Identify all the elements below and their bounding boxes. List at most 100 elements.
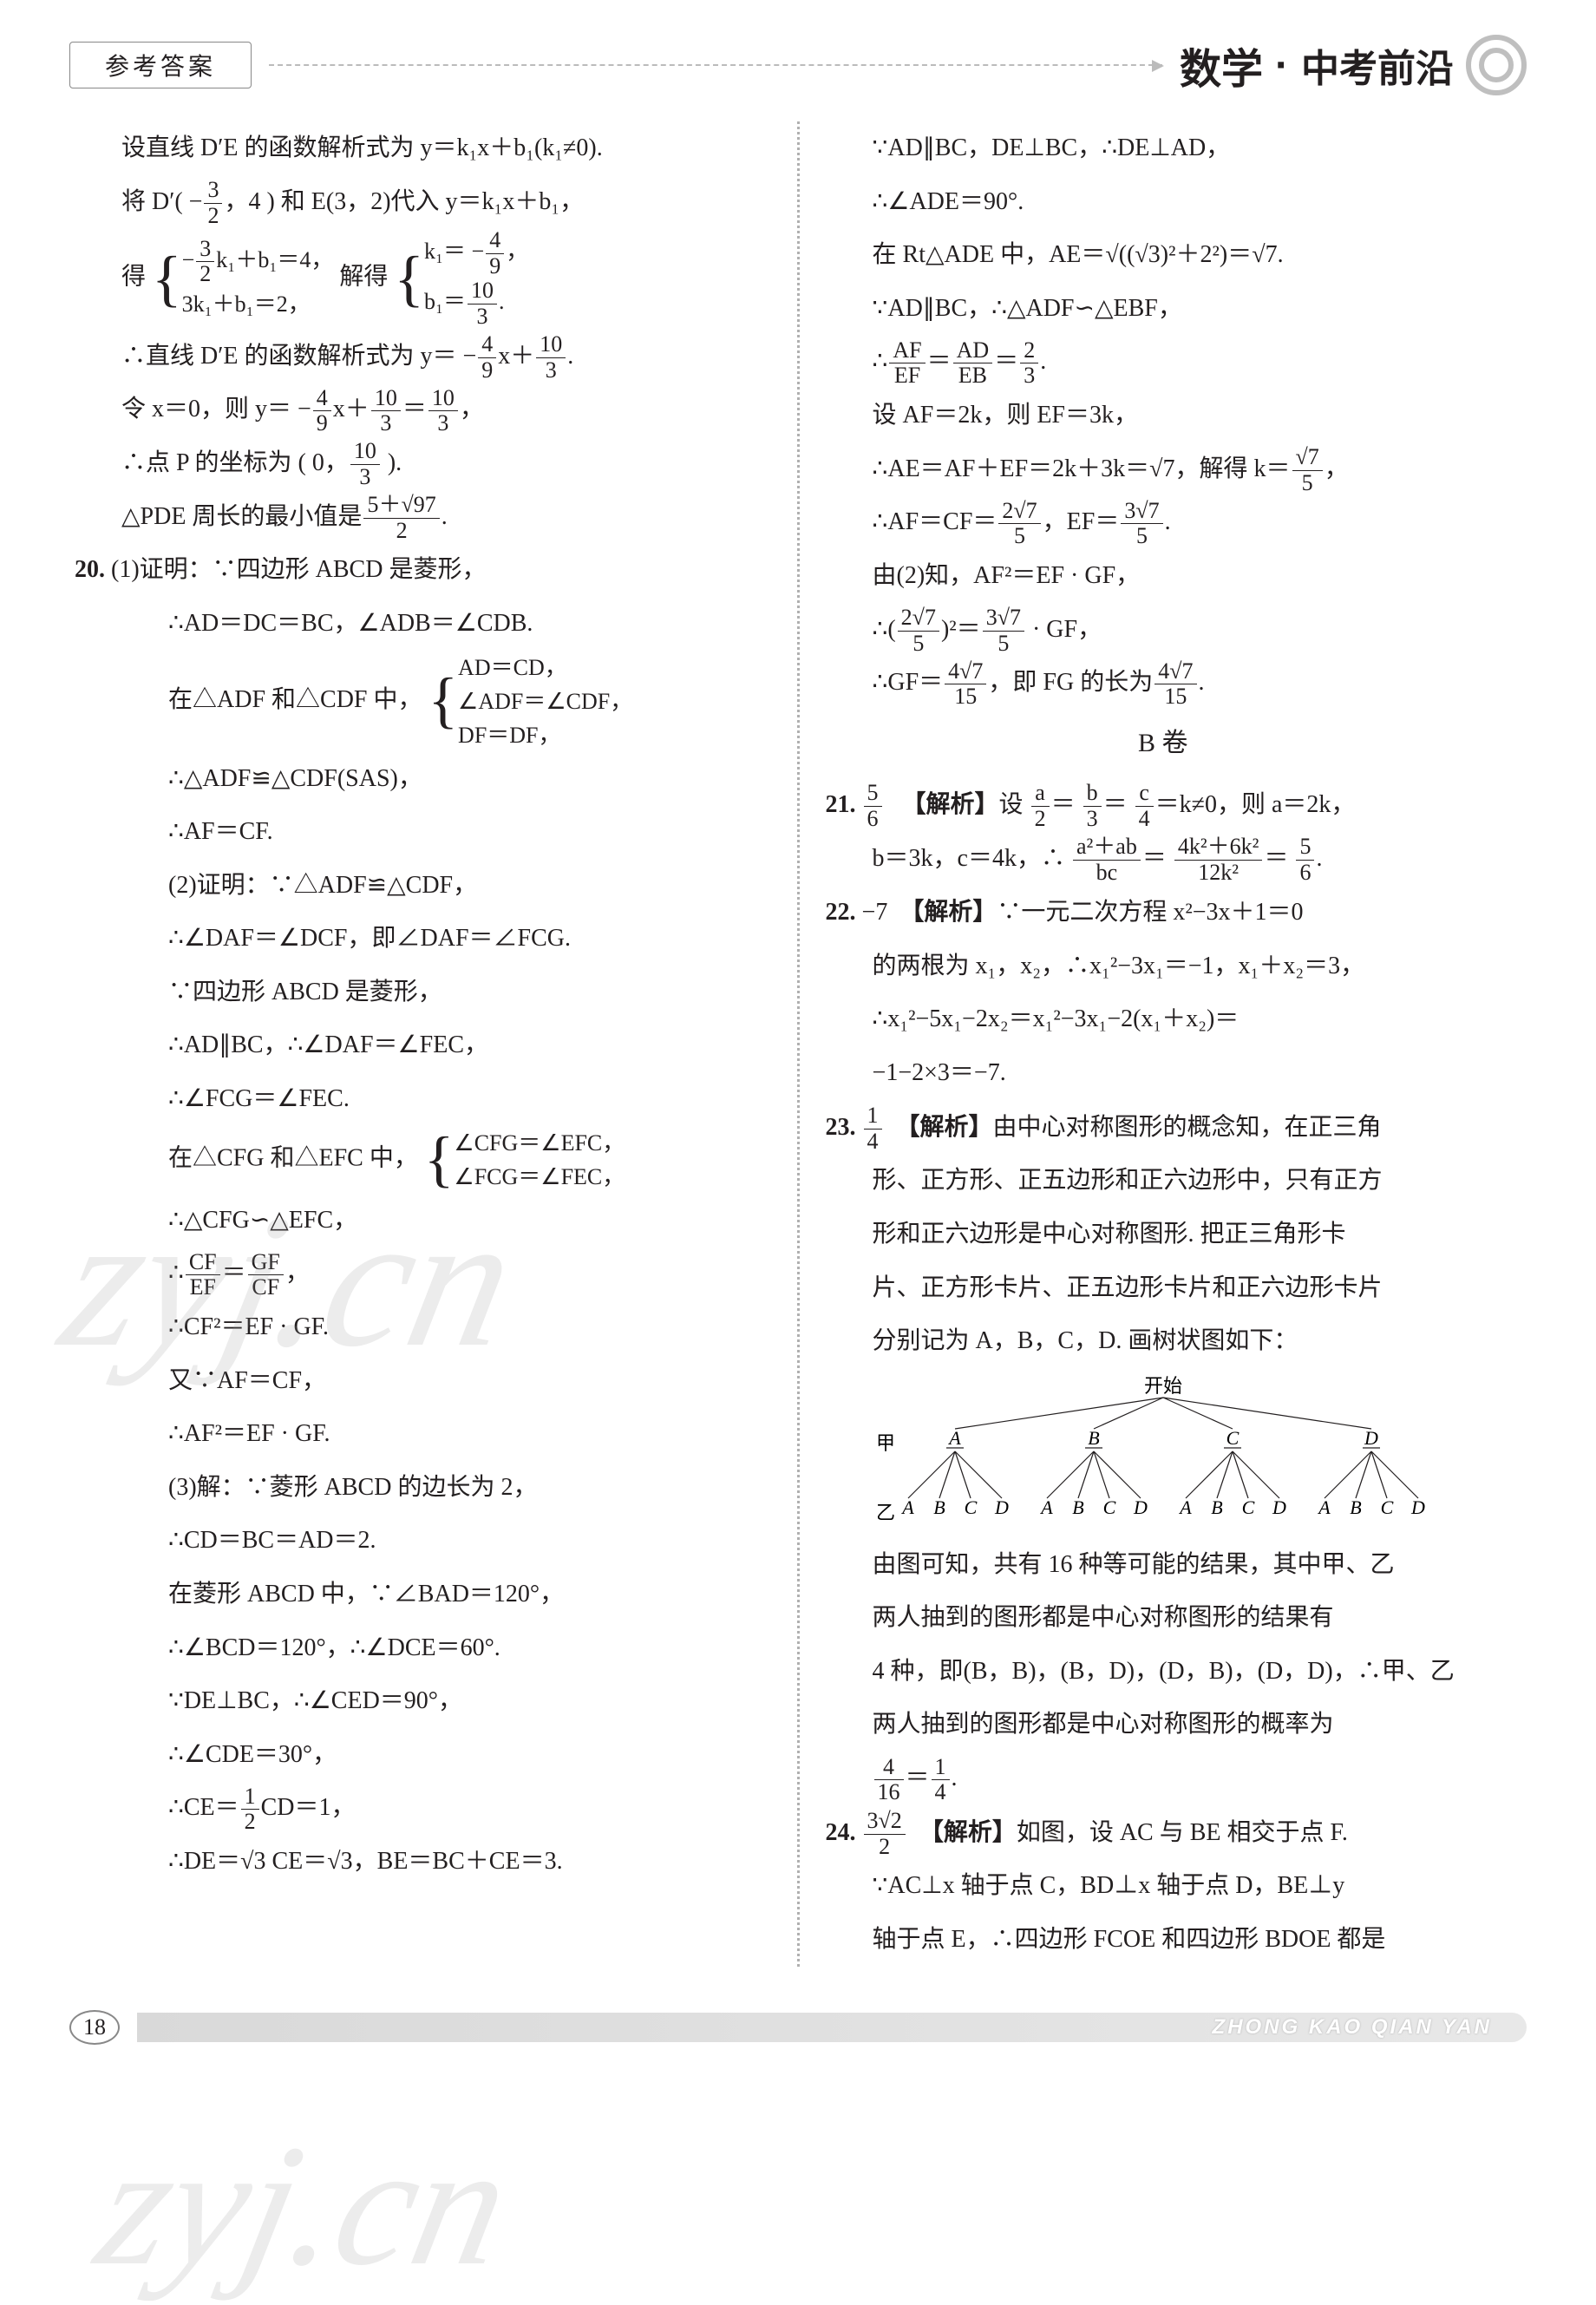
svg-text:A: A: [900, 1496, 914, 1518]
bullseye-icon: [1466, 35, 1527, 95]
text-line: 形、正方形、正五边形和正六边形中，只有正方: [826, 1154, 1501, 1208]
svg-text:C: C: [1380, 1496, 1393, 1518]
text-line: 两人抽到的图形都是中心对称图形的结果有: [826, 1591, 1501, 1645]
footer-bar-text: ZHONG KAO QIAN YAN: [1213, 2015, 1492, 2040]
text-line: 在菱形 ABCD 中，∵∠BAD＝120°，: [121, 1568, 771, 1621]
text-line: ∵DE⊥BC，∴∠CED＝90°，: [121, 1674, 771, 1728]
text-line: ∴DE＝√3 CE＝√3，BE＝BC＋CE＝3.: [121, 1835, 771, 1889]
text-line: 4 种，即(B，B)，(B，D)，(D，B)，(D，D)，∴甲、乙: [826, 1645, 1501, 1699]
svg-text:D: D: [1364, 1427, 1378, 1449]
svg-text:乙: 乙: [876, 1502, 895, 1523]
text-line: ∴∠CDE＝30°，: [121, 1728, 771, 1782]
text-line: ∴点 P 的坐标为 ( 0，103 ).: [121, 436, 771, 490]
svg-text:C: C: [1102, 1496, 1115, 1518]
text-line: ∴AE＝AF＋EF＝2k＋3k＝√7，解得 k＝√75，: [826, 442, 1501, 496]
right-column: ∵AD∥BC，DE⊥BC，∴DE⊥AD， ∴∠ADE＝90°. 在 Rt△ADE…: [800, 121, 1527, 1967]
text-line: ∴△CFG∽△EFC，: [121, 1194, 771, 1247]
svg-text:D: D: [1410, 1496, 1425, 1518]
svg-text:C: C: [1226, 1427, 1239, 1449]
text-line: 两人抽到的图形都是中心对称图形的概率为: [826, 1698, 1501, 1752]
footer-bar: ZHONG KAO QIAN YAN: [137, 2013, 1527, 2042]
text-line: 在△ADF 和△CDF 中， { AD＝CD， ∠ADF＝∠CDF， DF＝DF…: [121, 651, 771, 752]
text-line: 在△CFG 和△EFC 中， { ∠CFG＝∠EFC， ∠FCG＝∠FEC，: [121, 1126, 771, 1194]
text-line: ∴∠BCD＝120°，∴∠DCE＝60°.: [121, 1621, 771, 1675]
svg-text:D: D: [1133, 1496, 1148, 1518]
svg-text:B: B: [1072, 1496, 1083, 1518]
question-23: 23. 14 【解析】由中心对称图形的概念知，在正三角: [826, 1100, 1501, 1155]
text-line: −1−2×3＝−7.: [826, 1046, 1501, 1100]
text-line: 由图可知，共有 16 种等可能的结果，其中甲、乙: [826, 1538, 1501, 1592]
svg-text:B: B: [1088, 1427, 1099, 1449]
text-line: 分别记为 A，B，C，D. 画树状图如下：: [826, 1314, 1501, 1368]
text-line: (3)解：∵菱形 ABCD 的边长为 2，: [121, 1461, 771, 1515]
reference-answers-label: 参考答案: [69, 42, 252, 88]
svg-text:C: C: [964, 1496, 977, 1518]
text-line: ∵四边形 ABCD 是菱形，: [121, 966, 771, 1019]
text-line: ∴AF＝CF＝2√75，EF＝3√75.: [826, 495, 1501, 549]
text-line: 轴于点 E，∴四边形 FCOE 和四边形 BDOE 都是: [826, 1913, 1501, 1967]
text-line: ∴CD＝BC＝AD＝2.: [121, 1514, 771, 1568]
text-line: ∴∠ADE＝90°.: [826, 175, 1501, 229]
text-line: ∴∠FCG＝∠FEC.: [121, 1072, 771, 1126]
svg-text:D: D: [994, 1496, 1009, 1518]
text-line: ∴AF²＝EF · GF.: [121, 1407, 771, 1461]
text-line: ∴AD∥BC，∴∠DAF＝∠FEC，: [121, 1018, 771, 1072]
page-footer: 18 ZHONG KAO QIAN YAN: [0, 2001, 1596, 2053]
tree-diagram: 开始甲乙AABCDBABCDCABCDDABCD: [851, 1375, 1475, 1531]
text-line: 由(2)知，AF²＝EF · GF，: [826, 549, 1501, 603]
text-line: 形和正六边形是中心对称图形. 把正三角形卡: [826, 1208, 1501, 1261]
page-header: 参考答案 数学 · 中考前沿: [69, 35, 1527, 95]
text-line: ∴△ADF≌△CDF(SAS)，: [121, 752, 771, 806]
text-line: 将 D′( −32，4 ) 和 E(3，2)代入 y＝k₁x＋b₁，: [121, 175, 771, 229]
text-line: ∴CF²＝EF · GF.: [121, 1300, 771, 1354]
section-b-label: B 卷: [826, 715, 1501, 772]
text-line: b＝3k，c＝4k，∴ a²＋abbc＝ 4k²＋6k²12k²＝ 56.: [826, 832, 1501, 886]
subject-title: 数学: [1180, 35, 1263, 95]
text-line: ∴CE＝12CD＝1，: [121, 1781, 771, 1835]
question-20: 20. (1)证明：∵四边形 ABCD 是菱形，: [75, 543, 771, 597]
title-separator: ·: [1275, 42, 1289, 89]
text-line: 得 { −32k₁＋b₁＝4， 3k₁＋b₁＝2， 解得 { k₁＝ −49， …: [121, 228, 771, 329]
text-line: ∵AD∥BC，∴△ADF∽△EBF，: [826, 282, 1501, 336]
question-22: 22. −7 【解析】∵一元二次方程 x²−3x＋1＝0: [826, 885, 1501, 940]
text-line: ∴∠DAF＝∠DCF，即∠DAF＝∠FCG.: [121, 912, 771, 966]
text-line: 又∵AF＝CF，: [121, 1354, 771, 1408]
svg-text:A: A: [1178, 1496, 1192, 1518]
text-line: 设 AF＝2k，则 EF＝3k，: [826, 389, 1501, 442]
svg-text:开始: 开始: [1144, 1375, 1182, 1397]
text-line: △PDE 周长的最小值是5＋√972.: [121, 490, 771, 544]
text-line: 的两根为 x₁，x₂，∴x₁²−3x₁＝−1，x₁＋x₂＝3，: [826, 940, 1501, 993]
question-24: 24. 3√22 【解析】如图，设 AC 与 BE 相交于点 F.: [826, 1805, 1501, 1860]
svg-text:D: D: [1272, 1496, 1286, 1518]
text-line: 416＝14.: [826, 1752, 1501, 1805]
text-line: ∴GF＝4√715，即 FG 的长为4√715.: [826, 656, 1501, 710]
svg-text:B: B: [1350, 1496, 1361, 1518]
text-line: 片、正方形卡片、正五边形卡片和正六边形卡片: [826, 1261, 1501, 1315]
page-number: 18: [69, 2010, 120, 2045]
text-line: ∴AF＝CF.: [121, 805, 771, 859]
text-line: ∴(2√75)²＝3√75 · GF，: [826, 603, 1501, 657]
text-line: 在 Rt△ADE 中，AE＝√((√3)²＋2²)＝√7.: [826, 228, 1501, 282]
text-line: (2)证明：∵△ADF≌△CDF，: [121, 859, 771, 913]
svg-text:B: B: [1211, 1496, 1222, 1518]
svg-text:A: A: [1317, 1496, 1331, 1518]
subtitle: 中考前沿: [1301, 37, 1454, 93]
text-line: 令 x＝0，则 y＝ −49x＋103＝103，: [121, 383, 771, 436]
svg-text:甲: 甲: [876, 1432, 895, 1454]
text-line: ∴x₁²−5x₁−2x₂＝x₁²−3x₁−2(x₁＋x₂)＝: [826, 992, 1501, 1046]
text-line: ∴AD＝DC＝BC，∠ADB＝∠CDB.: [121, 597, 771, 651]
question-21: 21. 56 【解析】设 a2＝ b3＝ c4＝k≠0，则 a＝2k，: [826, 777, 1501, 832]
text-line: ∴直线 D′E 的函数解析式为 y＝ −49x＋103.: [121, 330, 771, 383]
text-line: ∴AFEF＝ADEB＝23.: [826, 335, 1501, 389]
svg-text:A: A: [1039, 1496, 1053, 1518]
svg-text:C: C: [1241, 1496, 1254, 1518]
text-line: 设直线 D′E 的函数解析式为 y＝k₁x＋b₁(k₁≠0).: [121, 121, 771, 175]
watermark: zyj.cn: [83, 2106, 526, 2305]
header-arrow: [269, 64, 1162, 66]
svg-text:A: A: [947, 1427, 961, 1449]
left-column: 设直线 D′E 的函数解析式为 y＝k₁x＋b₁(k₁≠0). 将 D′( −3…: [69, 121, 797, 1967]
svg-text:B: B: [933, 1496, 945, 1518]
text-line: ∵AC⊥x 轴于点 C，BD⊥x 轴于点 D，BE⊥y: [826, 1859, 1501, 1913]
text-line: ∴CFEF＝GFCF，: [121, 1247, 771, 1300]
text-line: ∵AD∥BC，DE⊥BC，∴DE⊥AD，: [826, 121, 1501, 175]
